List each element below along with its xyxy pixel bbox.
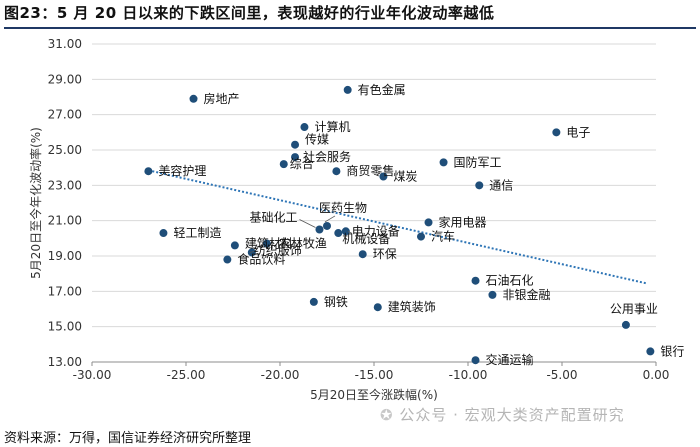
y-tick-label: 15.00 <box>48 320 82 334</box>
x-tick-label: 0.00 <box>643 368 670 382</box>
data-point <box>223 255 232 264</box>
data-label: 基础化工 <box>249 211 297 225</box>
data-label: 食品饮料 <box>237 252 285 267</box>
data-label: 环保 <box>373 247 397 261</box>
x-tick-label: -20.00 <box>261 368 300 382</box>
data-label: 建筑材料 <box>245 235 293 250</box>
data-label: 汽车 <box>431 229 455 244</box>
data-point <box>341 227 350 236</box>
data-point <box>230 241 239 250</box>
data-point <box>621 320 630 329</box>
y-tick-label: 25.00 <box>48 143 82 157</box>
y-tick-label: 23.00 <box>48 178 82 192</box>
data-label: 煤炭 <box>393 170 417 184</box>
data-point <box>144 167 153 176</box>
leader-line <box>324 215 336 223</box>
trendline <box>148 169 647 285</box>
data-point <box>379 172 388 181</box>
data-point <box>646 347 655 356</box>
data-label: 计算机 <box>314 119 350 134</box>
data-point <box>488 290 497 299</box>
data-point <box>279 160 288 169</box>
data-point <box>315 225 324 234</box>
data-point <box>373 303 382 312</box>
data-point <box>358 250 367 259</box>
data-label: 石油石化 <box>486 274 534 288</box>
data-point <box>417 232 425 241</box>
data-label: 建筑装饰 <box>388 299 436 314</box>
y-tick-label: 21.00 <box>48 214 82 228</box>
title-rule <box>4 27 696 29</box>
data-label: 钢铁 <box>324 295 348 309</box>
data-label: 轻工制造 <box>173 226 221 240</box>
data-label: 美容护理 <box>158 163 206 178</box>
watermark-text: 公众号 · 宏观大类资产配置研究 <box>399 406 625 424</box>
x-tick-label: -15.00 <box>355 368 394 382</box>
data-point <box>439 158 448 167</box>
y-tick-label: 31.00 <box>48 37 82 51</box>
scatter-chart: 13.00 15.00 17.00 19.00 21.00 23.00 25.00 27.00… <box>28 37 684 402</box>
data-label: 综合 <box>290 156 314 171</box>
data-label: 家用电器 <box>439 214 487 229</box>
data-label: 通信 <box>489 178 513 192</box>
data-label: 公用事业 <box>610 302 658 316</box>
data-point <box>471 276 480 285</box>
data-point <box>323 221 331 230</box>
x-tick-label: -25.00 <box>167 368 206 382</box>
data-point <box>159 229 168 238</box>
page-title: 图23：5 月 20 日以来的下跌区间里，表现越好的行业年化波动率越低 <box>4 4 495 22</box>
x-tick-label: -10.00 <box>449 368 488 382</box>
data-label: 农林牧渔 <box>279 237 327 251</box>
data-label: 非银金融 <box>502 287 550 302</box>
x-tick-label: -5.00 <box>546 368 577 382</box>
data-label: 交通运输 <box>486 352 534 367</box>
data-label: 国防军工 <box>454 154 502 169</box>
data-label: 电子 <box>566 125 590 139</box>
watermark: ✪ 公众号 · 宏观大类资产配置研究 <box>380 404 625 425</box>
data-point <box>309 297 318 306</box>
data-point <box>424 218 433 227</box>
data-point <box>343 85 352 94</box>
data-point <box>300 123 309 132</box>
trendline-path <box>148 169 647 285</box>
data-point <box>291 153 300 162</box>
data-label: 传媒 <box>305 132 329 147</box>
leader-line <box>299 219 316 228</box>
data-label: 机械设备 <box>342 231 390 246</box>
y-axis-title: 5月20日至今年化波动率(%) <box>28 127 43 279</box>
data-points <box>144 85 655 365</box>
data-label: 银行 <box>660 344 684 358</box>
leader-line <box>347 230 352 234</box>
data-label: 社会服务 <box>303 149 351 164</box>
axes: 13.00 15.00 17.00 19.00 21.00 23.00 25.00 27.00… <box>28 37 669 402</box>
data-point <box>262 239 271 248</box>
data-label: 有色金属 <box>358 82 406 97</box>
y-tick-label: 19.00 <box>48 249 82 263</box>
y-tick-label: 13.00 <box>48 355 82 369</box>
data-point <box>471 356 480 365</box>
data-point <box>291 140 300 149</box>
data-point <box>247 248 256 257</box>
x-tick-label: -30.00 <box>73 368 112 382</box>
data-point <box>334 229 343 238</box>
y-tick-label: 17.00 <box>48 284 82 298</box>
data-point <box>552 128 561 137</box>
data-label: 电力设备 <box>352 224 400 238</box>
watermark-logo-icon: ✪ <box>380 406 394 424</box>
data-point <box>189 94 198 103</box>
source-note: 资料来源：万得，国信证券经济研究所整理 <box>4 431 252 446</box>
data-label: 医药生物 <box>319 201 367 215</box>
x-axis-title: 5月20日至今涨跌幅(%) <box>310 387 438 402</box>
leader-line <box>249 251 254 253</box>
data-point <box>332 167 341 176</box>
y-tick-label: 29.00 <box>48 72 82 86</box>
data-label: 商贸零售 <box>346 163 394 178</box>
data-point <box>475 181 484 190</box>
data-label: 房地产 <box>204 91 240 106</box>
data-label: 纺织服饰 <box>254 243 302 257</box>
grid-lines <box>92 43 656 363</box>
y-tick-label: 27.00 <box>48 108 82 122</box>
